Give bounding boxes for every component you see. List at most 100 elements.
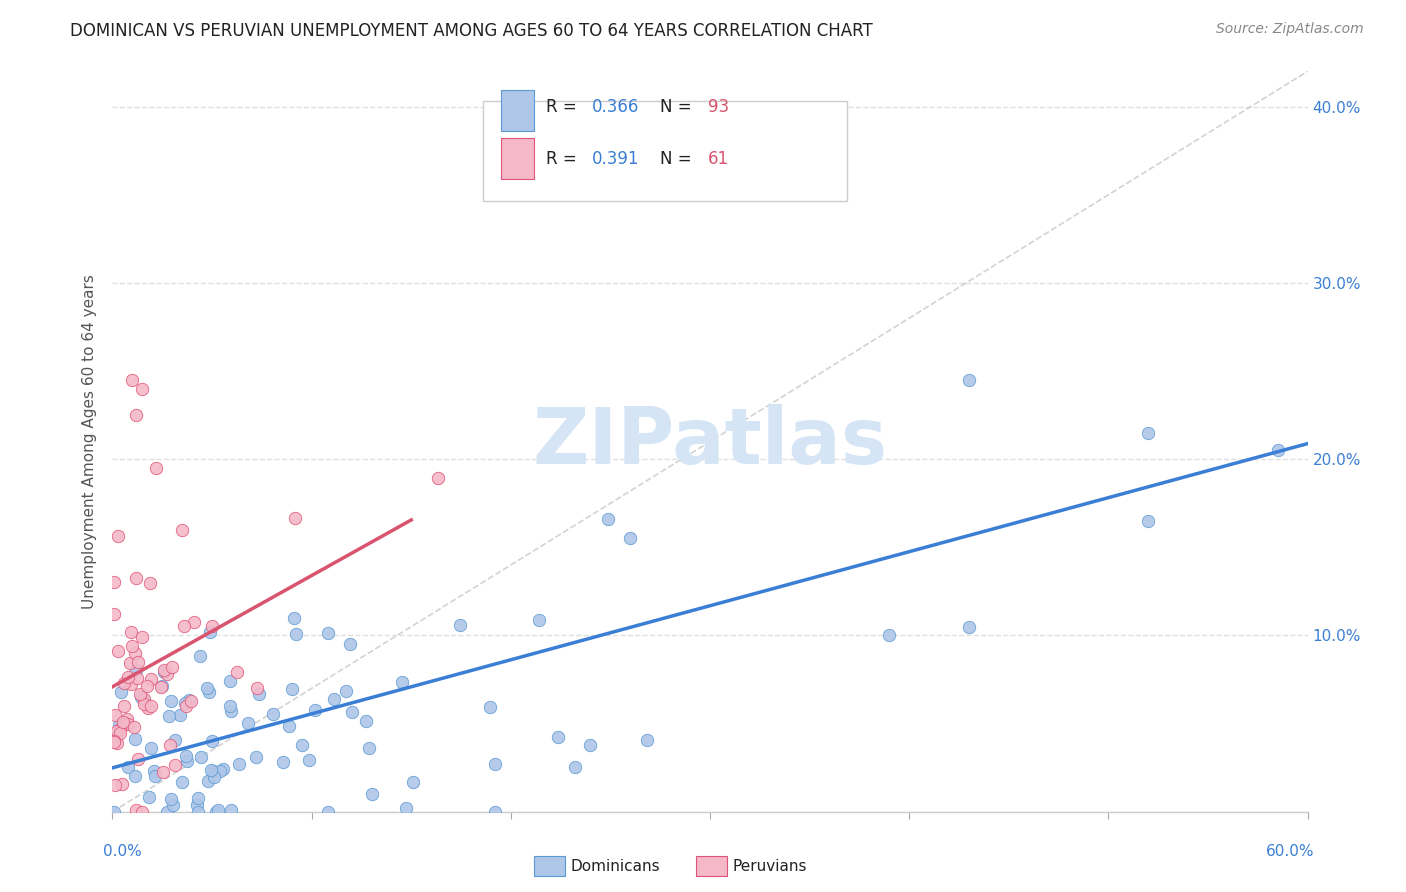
Text: ZIPatlas: ZIPatlas <box>533 403 887 480</box>
Text: 0.366: 0.366 <box>592 98 640 116</box>
Point <box>547 731 569 745</box>
Point <box>228 756 250 771</box>
Point <box>120 677 142 691</box>
Point <box>205 805 228 819</box>
Point <box>176 754 198 768</box>
Point <box>246 681 269 696</box>
Point <box>134 692 156 706</box>
Point <box>124 731 146 746</box>
Point <box>145 461 167 475</box>
Point <box>200 763 222 777</box>
Point <box>112 676 135 690</box>
Point <box>359 741 381 756</box>
Point <box>354 714 377 728</box>
Point <box>335 684 357 698</box>
Point <box>564 760 586 774</box>
Point <box>619 532 641 546</box>
Point <box>183 615 205 629</box>
Point <box>127 752 149 766</box>
Point <box>219 704 242 718</box>
Point <box>316 626 339 640</box>
Point <box>283 610 305 624</box>
Point <box>190 749 212 764</box>
Point <box>201 619 224 633</box>
Point <box>225 665 247 679</box>
Point <box>247 687 270 701</box>
Point <box>110 685 132 699</box>
Point <box>131 690 153 705</box>
Point <box>138 789 160 804</box>
Point <box>339 637 361 651</box>
FancyBboxPatch shape <box>501 138 534 178</box>
Point <box>277 719 299 733</box>
Point <box>361 787 384 801</box>
Point <box>125 804 148 818</box>
Point <box>879 628 901 642</box>
Point <box>150 679 173 693</box>
Point <box>201 764 224 778</box>
Point <box>304 703 326 717</box>
Point <box>195 681 218 695</box>
Text: Peruvians: Peruvians <box>733 859 807 873</box>
Point <box>157 708 180 723</box>
Point <box>122 720 145 734</box>
Point <box>105 729 128 743</box>
Point <box>174 749 197 764</box>
Point <box>108 725 131 739</box>
Point <box>291 738 314 752</box>
Text: R =: R = <box>547 98 582 116</box>
Point <box>139 699 162 714</box>
Point <box>112 714 135 729</box>
Point <box>174 696 197 710</box>
Point <box>103 805 125 819</box>
Point <box>117 670 139 684</box>
Point <box>527 613 550 627</box>
Point <box>484 805 506 819</box>
FancyBboxPatch shape <box>501 90 534 130</box>
Point <box>186 798 208 813</box>
Point <box>449 618 471 632</box>
Point <box>105 724 128 739</box>
Point <box>152 663 174 677</box>
Point <box>173 619 195 633</box>
Point <box>136 679 159 693</box>
Point <box>208 764 231 778</box>
Point <box>160 660 183 674</box>
Point <box>236 715 259 730</box>
Point <box>402 774 425 789</box>
Point <box>322 692 344 706</box>
Point <box>121 639 143 653</box>
Point <box>124 571 146 585</box>
Point <box>219 803 242 817</box>
Point <box>124 769 146 783</box>
Point <box>212 762 235 776</box>
Point <box>108 722 131 736</box>
Text: Source: ZipAtlas.com: Source: ZipAtlas.com <box>1216 22 1364 37</box>
Point <box>1137 514 1160 528</box>
Point <box>197 685 219 699</box>
Point <box>165 757 187 772</box>
Point <box>709 178 731 193</box>
Point <box>598 511 620 525</box>
Text: 61: 61 <box>707 150 728 168</box>
Point <box>197 773 219 788</box>
Point <box>957 373 980 387</box>
Point <box>478 699 501 714</box>
Text: 0.0%: 0.0% <box>103 845 142 859</box>
Point <box>103 733 125 747</box>
Point <box>103 735 125 749</box>
Text: N =: N = <box>659 98 697 116</box>
Point <box>188 648 211 663</box>
Point <box>284 511 307 525</box>
Point <box>395 801 418 815</box>
Point <box>187 805 209 819</box>
Point <box>245 750 267 764</box>
Point <box>200 625 222 640</box>
Point <box>128 687 150 701</box>
Y-axis label: Unemployment Among Ages 60 to 64 years: Unemployment Among Ages 60 to 64 years <box>82 274 97 609</box>
Point <box>172 523 194 537</box>
Text: 60.0%: 60.0% <box>1267 845 1315 859</box>
Point <box>124 646 146 660</box>
Point <box>957 619 980 633</box>
Point <box>202 771 225 785</box>
